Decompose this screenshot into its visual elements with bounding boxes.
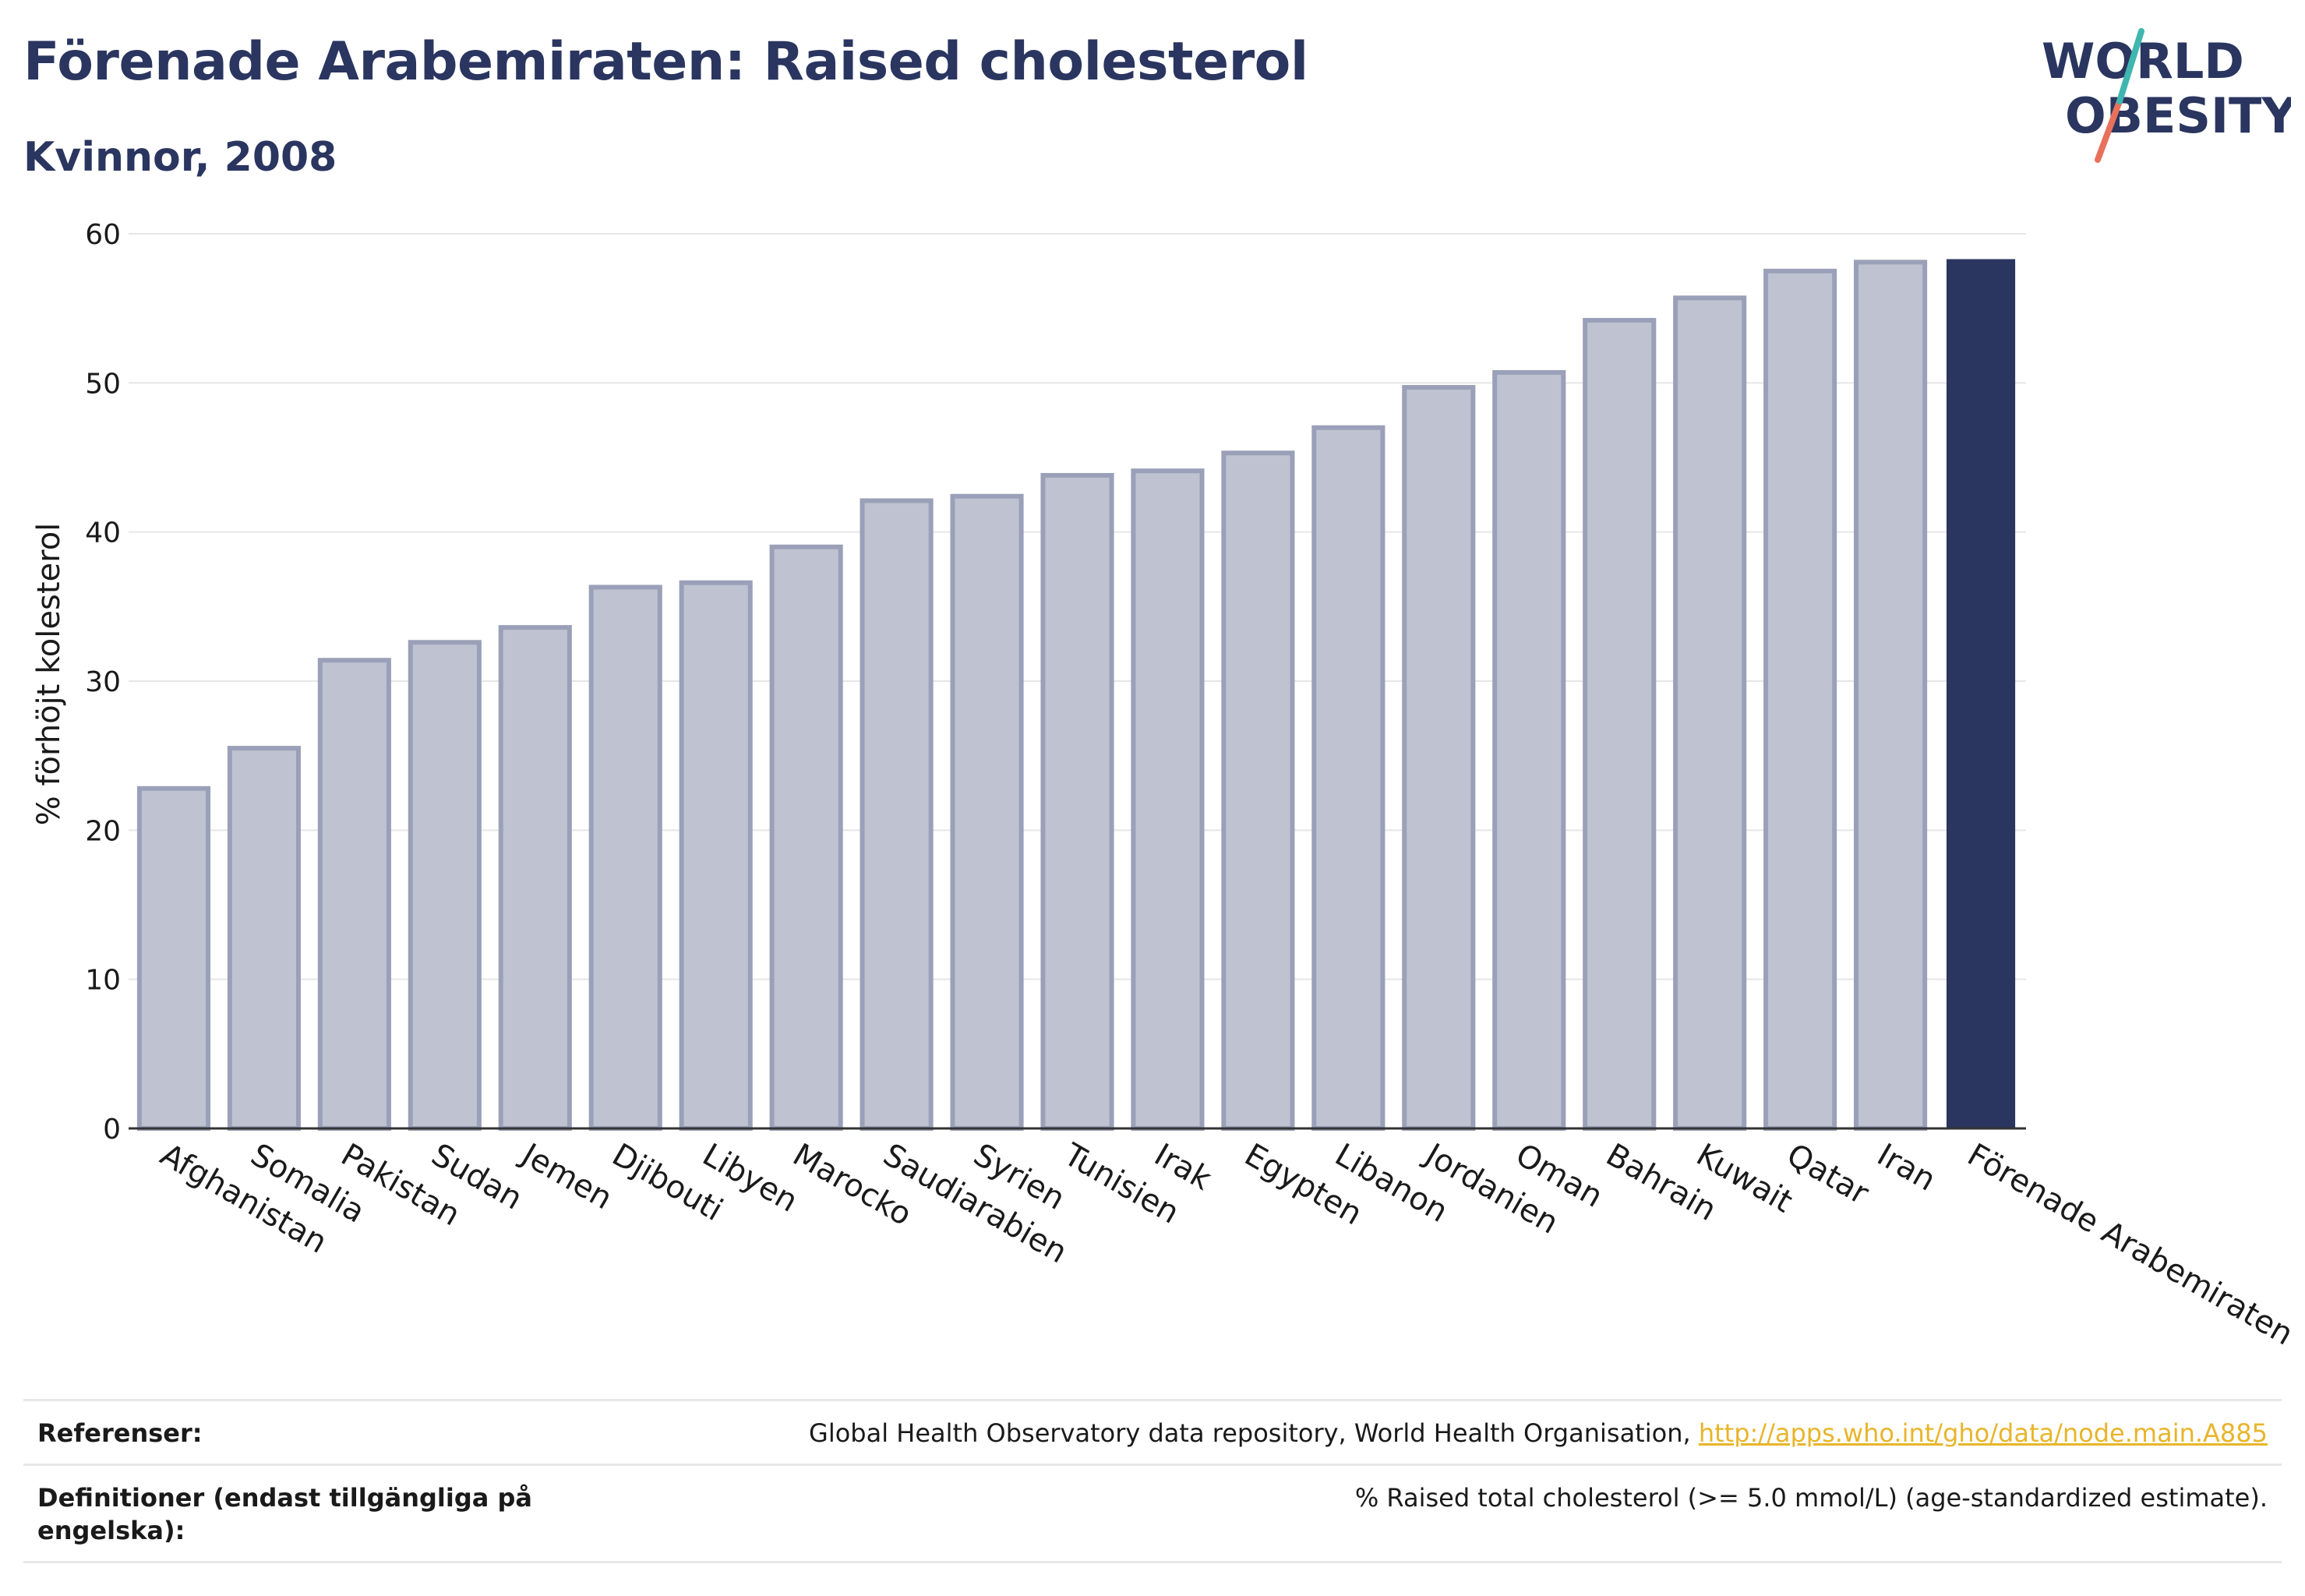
logo-slash-teal (2116, 28, 2144, 104)
y-tick-label: 50 (85, 368, 121, 400)
y-axis-ticks: 0 10 20 30 40 50 60 (85, 219, 121, 1146)
bar-egypten[interactable] (1221, 450, 1295, 1131)
x-tick-label: Qatar (1781, 1137, 1875, 1212)
y-tick-label: 60 (85, 219, 121, 251)
references-link[interactable]: http://apps.who.int/gho/data/node.main.A… (1698, 1418, 2268, 1448)
references-label: Referenser: (37, 1418, 203, 1448)
bar-djibouti[interactable] (588, 584, 662, 1131)
chart-subtitle: Kvinnor, 2008 (23, 134, 337, 181)
y-tick-label: 30 (85, 666, 121, 698)
y-tick-label: 40 (85, 517, 121, 549)
x-tick-label: Iran (1871, 1137, 1942, 1199)
bar-libyen[interactable] (679, 580, 753, 1131)
bars (136, 259, 2016, 1132)
y-tick-label: 20 (85, 815, 121, 847)
y-tick-label: 10 (85, 965, 121, 997)
references-text: Global Health Observatory data repositor… (809, 1418, 1699, 1448)
logo-line-1: WORLD (2042, 33, 2244, 90)
world-obesity-logo: WORLD OBESITY (2042, 28, 2291, 163)
bar-jemen[interactable] (498, 625, 572, 1131)
bar-pakistan[interactable] (317, 658, 391, 1131)
bar-somalia[interactable] (227, 746, 301, 1131)
bar-libanon[interactable] (1311, 425, 1385, 1131)
logo-line-2: OBESITY (2065, 87, 2291, 144)
bar-marocko[interactable] (769, 544, 843, 1131)
y-tick-label: 0 (103, 1114, 121, 1146)
bar-afghanistan[interactable] (136, 786, 211, 1131)
bar-jordanien[interactable] (1402, 385, 1476, 1132)
bar-irak[interactable] (1131, 468, 1205, 1131)
bar-kuwait[interactable] (1673, 295, 1747, 1132)
references-value: Global Health Observatory data repositor… (809, 1417, 2268, 1449)
definitions-value: % Raised total cholesterol (>= 5.0 mmol/… (1354, 1483, 2268, 1513)
logo-slash-red (2095, 98, 2123, 163)
x-axis-labels: AfghanistanSomaliaPakistanSudanJemenDjib… (154, 1135, 2299, 1352)
references-row: Referenser: Global Health Observatory da… (23, 1399, 2282, 1464)
bar-sudan[interactable] (408, 640, 482, 1131)
bar-syrien[interactable] (950, 493, 1024, 1131)
x-tick-label: Förenade Arabemiraten (1961, 1137, 2299, 1353)
bar-förenade-arabemiraten[interactable] (1946, 259, 2016, 1129)
bar-bahrain[interactable] (1583, 317, 1657, 1131)
footer-table: Referenser: Global Health Observatory da… (23, 1399, 2282, 1563)
bar-iran[interactable] (1854, 260, 1928, 1131)
bar-qatar[interactable] (1763, 268, 1837, 1131)
bar-tunisien[interactable] (1040, 472, 1114, 1131)
y-axis-label: % förhöjt kolesterol (31, 523, 67, 826)
bar-chart: 0 10 20 30 40 50 60 AfghanistanSomaliaPakistan… (31, 219, 2299, 1353)
bar-saudiarabien[interactable] (860, 498, 934, 1131)
definitions-label: Definitioner (endast tillgängliga på eng… (37, 1483, 532, 1545)
x-tick-label: Jemen (514, 1135, 618, 1216)
chart-title: Förenade Arabemiraten: Raised cholestero… (23, 31, 1308, 93)
definitions-row: Definitioner (endast tillgängliga på eng… (23, 1464, 2282, 1563)
bar-oman[interactable] (1492, 369, 1566, 1131)
